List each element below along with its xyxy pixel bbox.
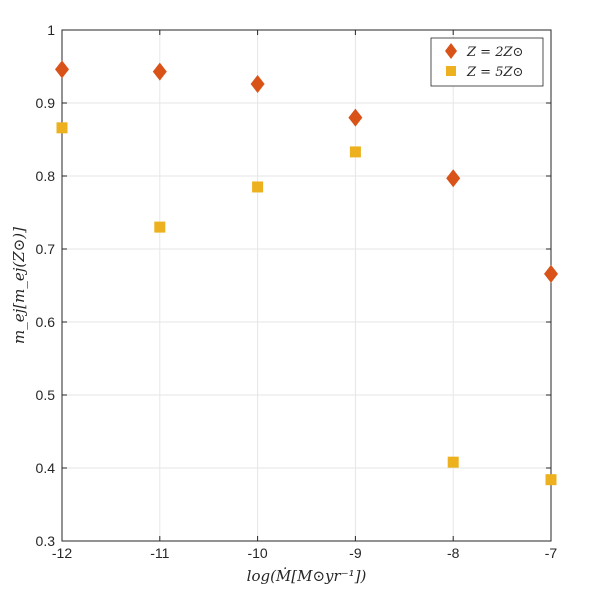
- data-point-z2: [446, 169, 461, 188]
- data-point-z2: [250, 75, 265, 94]
- x-axis-label: log(Ṁ[M⊙yr⁻¹]): [247, 567, 367, 585]
- plot-area-frame: [61, 29, 552, 542]
- data-point-z2: [55, 60, 69, 79]
- y-tick-label: 0.4: [36, 460, 56, 476]
- data-point-z5: [252, 181, 264, 193]
- legend: Z = 2Z⊙ Z = 5Z⊙: [430, 37, 544, 87]
- x-tick-label: -8: [447, 545, 460, 561]
- legend-entry-z5: Z = 5Z⊙: [466, 65, 523, 80]
- legend-square-marker: [446, 66, 456, 76]
- y-axis-label: m_ej[m_ej(Z⊙)]: [10, 227, 28, 344]
- x-tick-label: -9: [349, 545, 362, 561]
- y-tick-label: 0.5: [36, 387, 56, 403]
- data-point-z2: [544, 264, 558, 283]
- data-point-z2: [152, 62, 167, 81]
- x-tick-label: -10: [247, 545, 267, 561]
- legend-diamond-marker: [445, 43, 457, 59]
- y-tick-label: 0.7: [36, 241, 56, 257]
- axis-ticks: -12 -11 -10 -9 -8 -7 0.3 0.4 0.5 0.6 0.7 0.8 0.9 1: [36, 22, 558, 561]
- grid-lines: [61, 29, 552, 542]
- y-tick-label: 0.8: [36, 168, 56, 184]
- y-tick-label: 0.3: [36, 533, 56, 549]
- data-point-z5: [349, 146, 361, 158]
- y-tick-label: 0.6: [36, 314, 56, 330]
- data-point-z5: [56, 122, 68, 134]
- x-tick-label: -12: [52, 545, 72, 561]
- data-point-z5: [447, 456, 459, 468]
- y-tick-label: 1: [47, 22, 55, 38]
- x-tick-label: -11: [150, 545, 169, 561]
- y-tick-label: 0.9: [36, 95, 56, 111]
- data-marks: [55, 60, 558, 486]
- legend-entry-z2: Z = 2Z⊙: [466, 45, 523, 60]
- data-point-z5: [545, 474, 557, 486]
- data-point-z2: [348, 108, 363, 127]
- data-point-z5: [154, 221, 166, 233]
- x-tick-label: -7: [545, 545, 558, 561]
